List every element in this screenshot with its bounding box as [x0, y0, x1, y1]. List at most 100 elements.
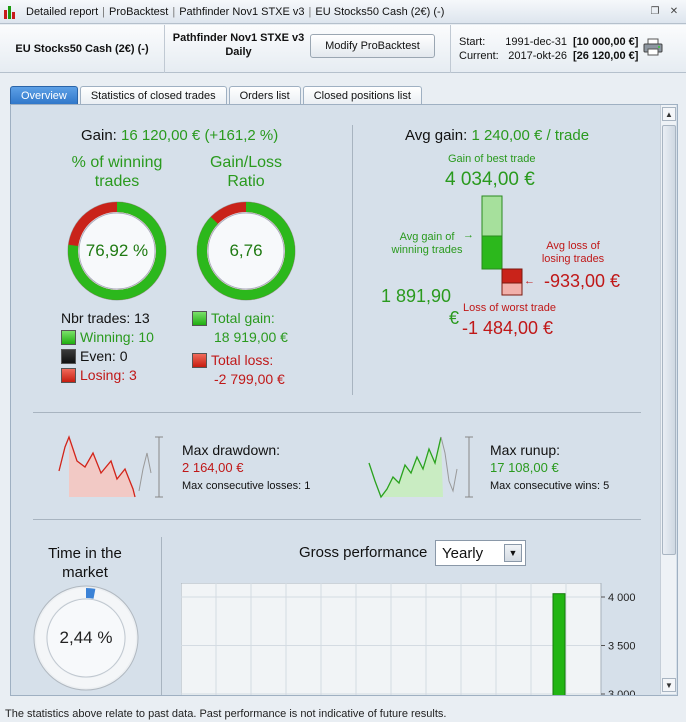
- avg-win-value: 1 891,90 €: [381, 285, 459, 329]
- section-divider: [33, 519, 641, 520]
- winning-pct-value: 76,92 %: [85, 241, 149, 260]
- avg-loss-label: Avg loss of losing trades: [538, 240, 608, 266]
- gain-label: Gain:: [81, 127, 117, 144]
- tab-overview[interactable]: Overview: [10, 86, 78, 105]
- y-tick-label: 3 500: [608, 641, 636, 653]
- time-in-market-arc: [36, 588, 136, 688]
- total-loss-label: Total loss:: [211, 352, 274, 368]
- nbr-trades: Nbr trades: 13: [61, 309, 154, 328]
- time-in-market-line2: market: [62, 564, 108, 581]
- start-date: 1991-dec-31: [505, 36, 567, 48]
- gl-ring-gain-arc: [197, 202, 295, 300]
- losing-count: Losing: 3: [80, 367, 137, 383]
- period-select[interactable]: Yearly ▼: [435, 540, 526, 566]
- chevron-down-icon[interactable]: ▼: [504, 544, 522, 562]
- max-consecutive-wins: Max consecutive wins: 5: [490, 480, 610, 492]
- avg-gain-value: 1 240,00 € / trade: [471, 127, 590, 144]
- max-consecutive-losses: Max consecutive losses: 1: [182, 480, 311, 492]
- breadcrumb-separator: |: [308, 5, 312, 18]
- trade-counts: Nbr trades: 13 Winning: 10 Even: 0 Losin…: [61, 309, 154, 385]
- even-count: Even: 0: [80, 348, 128, 364]
- max-drawdown-label: Max drawdown:: [182, 442, 281, 458]
- even-row: Even: 0: [61, 347, 154, 366]
- scroll-down-icon[interactable]: ▼: [662, 678, 676, 692]
- tab-orders-list[interactable]: Orders list: [228, 86, 301, 105]
- performance-bar: [552, 593, 566, 695]
- winning-pct-ring: [67, 201, 167, 301]
- winning-ring-win-arc: [68, 202, 166, 300]
- close-icon[interactable]: ✕: [669, 5, 679, 17]
- breadcrumb-instrument: EU Stocks50 Cash (2€) (-): [315, 5, 445, 18]
- breadcrumb-report: Detailed report: [26, 5, 99, 18]
- modify-probacktest-button[interactable]: Modify ProBacktest: [310, 34, 435, 58]
- gross-performance-label: Gross performance: [299, 544, 428, 561]
- gl-ratio-title-line2: Ratio: [227, 173, 265, 190]
- avg-win-value-number: 1 891,90: [381, 286, 452, 306]
- section-divider: [352, 125, 353, 395]
- y-tick-label: 4 000: [608, 592, 636, 604]
- max-drawdown-value: 2 164,00 €: [182, 460, 244, 475]
- avg-gain-label: Avg gain:: [405, 127, 468, 144]
- current-label: Current:: [459, 50, 499, 62]
- gl-ratio-ring: [196, 201, 296, 301]
- winning-pct-title: % of winning trades: [57, 153, 177, 191]
- breadcrumb-separator: |: [172, 5, 176, 18]
- restore-icon[interactable]: ❐: [650, 5, 660, 17]
- time-in-market-title: Time in the market: [36, 544, 134, 582]
- nbr-trades-text: Nbr trades: 13: [61, 310, 150, 326]
- totals: Total gain: 18 919,00 € Total loss: -2 7…: [192, 309, 288, 389]
- breadcrumb-separator: |: [102, 5, 106, 18]
- printer-icon[interactable]: [643, 38, 663, 56]
- disclaimer: The statistics above relate to past data…: [5, 708, 447, 720]
- date-range: Start: 1991-dec-31 [10 000,00 €] Current: 2…: [459, 35, 638, 63]
- avg-loss-label-line1: Avg loss of: [546, 240, 600, 252]
- winning-row: Winning: 10: [61, 328, 154, 347]
- overview-panel: Gain: 16 120,00 € (+161,2 %) % of winnin…: [10, 104, 678, 696]
- avg-win-label-line1: Avg gain of: [399, 231, 455, 243]
- section-divider: [161, 537, 162, 695]
- header-divider: [450, 25, 451, 73]
- avg-gain-summary: Avg gain: 1 240,00 € / trade: [405, 127, 589, 144]
- scroll-up-icon[interactable]: ▲: [662, 107, 676, 121]
- breadcrumb-system: Pathfinder Nov1 STXE v3: [179, 5, 305, 18]
- tab-statistics-closed-trades[interactable]: Statistics of closed trades: [79, 86, 227, 105]
- total-gain-label: Total gain:: [211, 310, 275, 326]
- best-trade-value: 4 034,00 €: [445, 169, 535, 190]
- winning-count: Winning: 10: [80, 329, 154, 345]
- vertical-scrollbar[interactable]: ▲ ▼: [660, 105, 676, 694]
- current-date: 2017-okt-26: [508, 50, 567, 62]
- avg-loss-arrow-icon: ←: [524, 275, 535, 287]
- section-divider: [33, 412, 641, 413]
- tab-closed-positions-list[interactable]: Closed positions list: [302, 86, 422, 105]
- instrument-name: EU Stocks50 Cash (2€) (-): [0, 25, 165, 73]
- total-loss-value: -2 799,00 €: [214, 371, 285, 387]
- avg-win-arrow-icon: →: [463, 229, 474, 241]
- current-capital: [26 120,00 €]: [573, 50, 639, 62]
- gain-summary: Gain: 16 120,00 € (+161,2 %): [81, 127, 278, 144]
- total-gain-row: Total gain:: [192, 309, 288, 328]
- system-info: Pathfinder Nov1 STXE v3 Daily: [166, 31, 311, 59]
- avg-win-label-line2: winning trades: [391, 244, 463, 256]
- y-tick-label: 3 000: [608, 689, 636, 696]
- avg-win-label: Avg gain of winning trades: [387, 231, 467, 257]
- time-in-market-value: 2,44 %: [59, 628, 113, 647]
- report-tabs: Overview Statistics of closed trades Ord…: [10, 86, 422, 105]
- avg-trade-bar-diagram: [481, 195, 523, 296]
- candlestick-app-icon: [4, 5, 18, 19]
- timeframe: Daily: [225, 46, 252, 58]
- total-loss-row: Total loss:: [192, 351, 288, 370]
- title-bar: Detailed report | ProBacktest | Pathfind…: [0, 0, 686, 24]
- scrollbar-thumb[interactable]: [662, 125, 676, 555]
- green-swatch-icon: [192, 311, 207, 326]
- gl-ratio-value: 6,76: [229, 241, 263, 260]
- worst-trade-value: -1 484,00 €: [462, 318, 554, 338]
- max-runup-label: Max runup:: [490, 442, 561, 458]
- gl-ratio-title: Gain/Loss Ratio: [186, 153, 306, 191]
- start-capital: [10 000,00 €]: [573, 36, 639, 48]
- gl-ratio-title-line1: Gain/Loss: [209, 154, 283, 171]
- time-in-market-line1: Time in the: [48, 545, 122, 562]
- red-swatch-icon: [61, 368, 76, 383]
- breadcrumb-probacktest: ProBacktest: [109, 5, 169, 18]
- winning-pct-title-line1: % of winning: [71, 154, 163, 171]
- winning-pct-title-line2: trades: [94, 173, 140, 190]
